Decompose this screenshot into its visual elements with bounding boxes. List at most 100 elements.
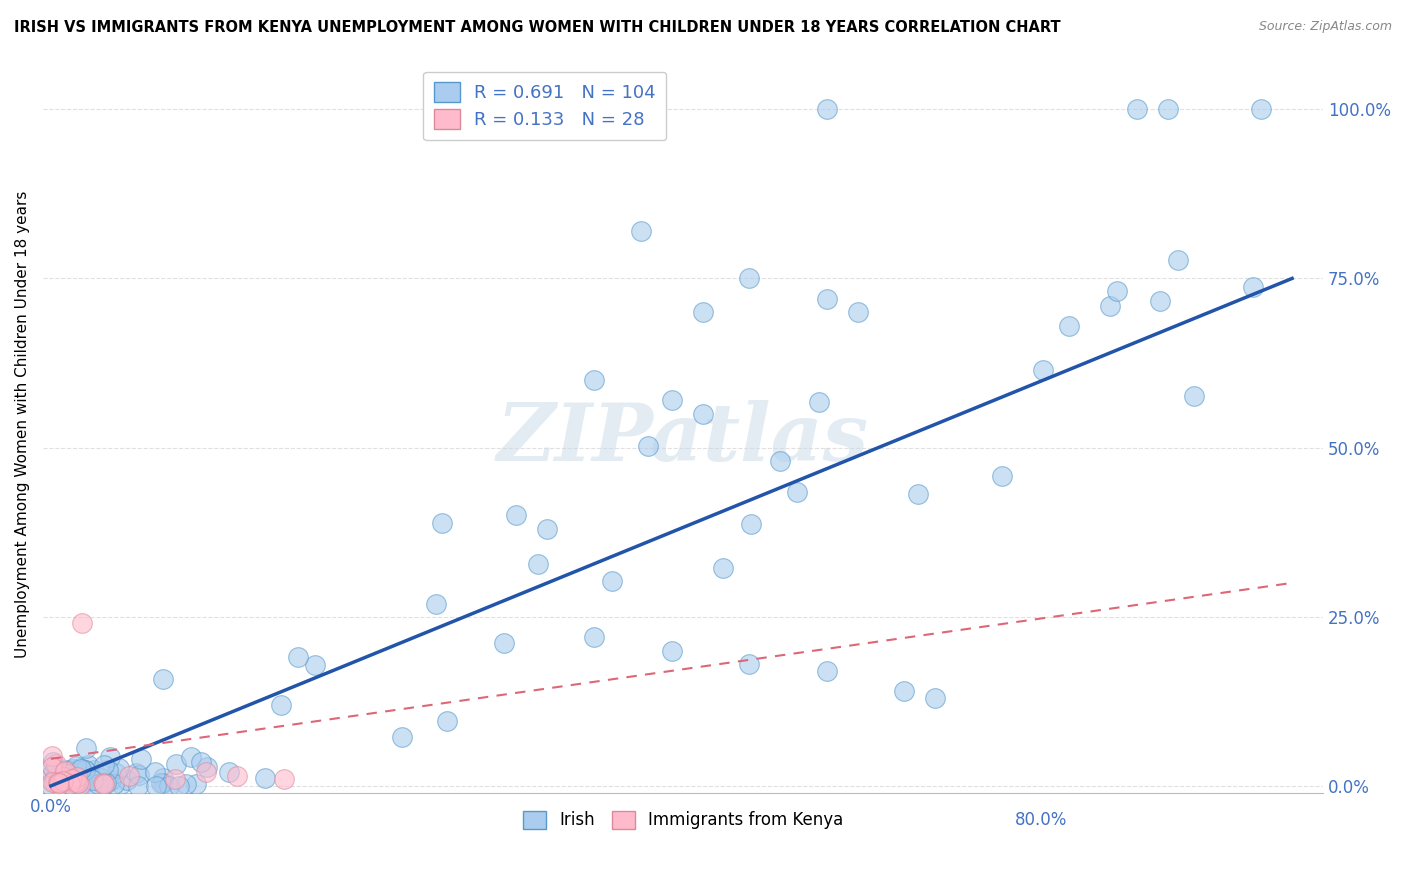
Point <box>391 731 413 745</box>
Point <box>66 770 89 784</box>
Point <box>58 774 80 789</box>
Point <box>65 759 87 773</box>
Point <box>907 487 929 501</box>
Point <box>44 774 66 789</box>
Point <box>157 779 180 793</box>
Point <box>637 439 659 453</box>
Point <box>115 773 138 788</box>
Point <box>70 616 93 631</box>
Point <box>167 779 190 793</box>
Point <box>536 522 558 536</box>
Point <box>152 673 174 687</box>
Point <box>41 775 63 789</box>
Point <box>1182 388 1205 402</box>
Point <box>56 777 79 791</box>
Point <box>41 767 63 781</box>
Point <box>226 769 249 783</box>
Point <box>76 772 98 786</box>
Point <box>39 779 62 793</box>
Point <box>190 756 212 770</box>
Text: ZIPatlas: ZIPatlas <box>498 400 869 477</box>
Legend: Irish, Immigrants from Kenya: Irish, Immigrants from Kenya <box>516 804 851 836</box>
Point <box>108 761 131 775</box>
Point <box>127 779 149 793</box>
Point <box>432 516 454 530</box>
Point <box>72 777 94 791</box>
Text: Source: ZipAtlas.com: Source: ZipAtlas.com <box>1258 20 1392 33</box>
Point <box>1250 102 1272 116</box>
Point <box>69 768 91 782</box>
Point <box>97 763 120 777</box>
Point <box>436 714 458 728</box>
Point <box>42 764 65 778</box>
Point <box>55 773 77 788</box>
Point <box>924 690 946 705</box>
Point <box>661 643 683 657</box>
Point <box>600 574 623 589</box>
Point <box>52 773 75 788</box>
Point <box>184 777 207 791</box>
Point <box>75 764 97 778</box>
Point <box>48 772 70 787</box>
Point <box>41 760 63 774</box>
Y-axis label: Unemployment Among Women with Children Under 18 years: Unemployment Among Women with Children U… <box>15 190 30 657</box>
Point <box>165 756 187 771</box>
Point <box>740 516 762 531</box>
Point <box>41 748 63 763</box>
Point <box>55 775 77 789</box>
Point <box>45 756 67 771</box>
Point <box>96 775 118 789</box>
Point <box>93 757 115 772</box>
Point <box>991 469 1014 483</box>
Point <box>165 772 187 786</box>
Point <box>145 779 167 793</box>
Point <box>62 772 84 787</box>
Point <box>124 765 146 780</box>
Point <box>630 224 652 238</box>
Text: 80.0%: 80.0% <box>1015 811 1067 829</box>
Point <box>1149 293 1171 308</box>
Point <box>77 757 100 772</box>
Point <box>103 777 125 791</box>
Point <box>42 775 65 789</box>
Point <box>505 508 527 523</box>
Point <box>100 772 122 787</box>
Point <box>128 768 150 782</box>
Point <box>527 557 550 571</box>
Point <box>786 485 808 500</box>
Point <box>150 776 173 790</box>
Point <box>195 760 218 774</box>
Point <box>93 777 115 791</box>
Point <box>815 102 838 116</box>
Point <box>815 664 838 678</box>
Point <box>738 657 761 672</box>
Point <box>195 765 218 780</box>
Point <box>117 769 139 783</box>
Point <box>49 768 72 782</box>
Point <box>304 658 326 673</box>
Point <box>287 649 309 664</box>
Point <box>65 776 87 790</box>
Point <box>67 776 90 790</box>
Point <box>79 779 101 793</box>
Point <box>91 776 114 790</box>
Point <box>91 777 114 791</box>
Point <box>711 561 734 575</box>
Point <box>60 772 83 787</box>
Point <box>60 778 83 792</box>
Point <box>67 772 90 787</box>
Point <box>69 777 91 791</box>
Point <box>254 771 277 785</box>
Point <box>72 774 94 789</box>
Point <box>60 770 83 784</box>
Point <box>425 597 447 611</box>
Point <box>174 777 197 791</box>
Point <box>87 777 110 791</box>
Point <box>53 764 76 778</box>
Point <box>93 777 115 791</box>
Point <box>44 760 66 774</box>
Point <box>218 765 240 780</box>
Point <box>104 766 127 780</box>
Text: IRISH VS IMMIGRANTS FROM KENYA UNEMPLOYMENT AMONG WOMEN WITH CHILDREN UNDER 18 Y: IRISH VS IMMIGRANTS FROM KENYA UNEMPLOYM… <box>14 20 1060 35</box>
Point <box>69 761 91 775</box>
